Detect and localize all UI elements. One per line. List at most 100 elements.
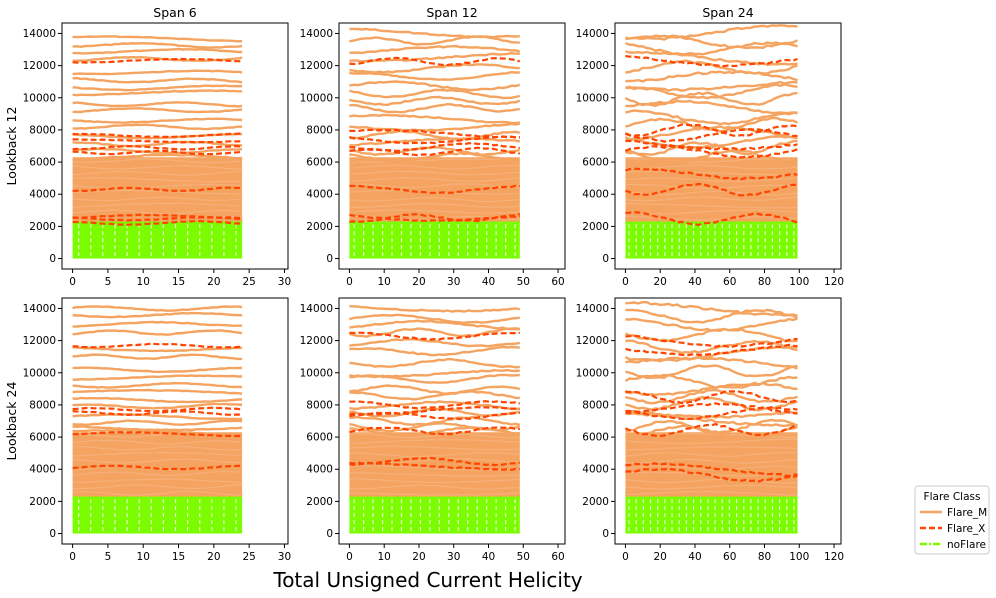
column-title-span-24: Span 24 bbox=[702, 5, 753, 20]
flare-m-series-line bbox=[72, 55, 243, 62]
flare-m-series-line bbox=[349, 137, 521, 147]
flare-m-band-line bbox=[72, 202, 243, 208]
column-title-span-6: Span 6 bbox=[153, 5, 196, 20]
x-tick-label: 30 bbox=[278, 551, 291, 563]
flare-m-series-line bbox=[349, 122, 520, 132]
flare-m-band-line bbox=[625, 451, 798, 457]
flare-m-band-line bbox=[625, 465, 798, 471]
x-tick-label: 100 bbox=[789, 551, 809, 563]
flare-m-band-line bbox=[72, 484, 243, 490]
flare-m-series-line bbox=[72, 123, 243, 131]
x-tick-label: 10 bbox=[137, 551, 150, 563]
flare-m-series-line bbox=[349, 88, 521, 100]
legend: Flare Class Flare_M Flare_X noFlare bbox=[914, 485, 990, 555]
y-tick-label: 0 bbox=[326, 528, 333, 540]
panel-2: 0 2000 4000 6000 8000 10000 12000 14000 0 20 40 60 8… bbox=[576, 22, 844, 288]
flare-m-band-line bbox=[625, 458, 798, 464]
plot-area bbox=[624, 300, 799, 534]
flare-x-series-line bbox=[349, 184, 520, 194]
x-tick-label: 10 bbox=[378, 551, 391, 563]
flare-m-band-line bbox=[349, 202, 520, 208]
flare-m-band-line bbox=[72, 177, 243, 183]
noflare-band bbox=[625, 218, 798, 259]
flare-m-series-line bbox=[625, 149, 798, 165]
flare-m-series-line bbox=[625, 125, 798, 141]
y-tick-label: 12000 bbox=[23, 60, 56, 72]
flare-m-band-line bbox=[625, 478, 798, 484]
flare-m-band-line bbox=[72, 170, 243, 176]
flare-m-series-line bbox=[625, 300, 798, 317]
x-tick-label: 80 bbox=[758, 276, 771, 288]
x-tick-label: 40 bbox=[688, 551, 701, 563]
y-tick-label: 12000 bbox=[300, 335, 333, 347]
flare-m-series-line bbox=[349, 113, 520, 125]
flare-m-series-line bbox=[72, 388, 243, 395]
y-tick-label: 14000 bbox=[300, 303, 333, 315]
flare-m-series-line bbox=[349, 415, 521, 427]
flare-x-series-line bbox=[625, 390, 798, 405]
flare-m-band-line bbox=[625, 183, 798, 190]
x-tick-label: 15 bbox=[172, 551, 185, 563]
x-tick-label: 60 bbox=[723, 551, 736, 563]
flare-m-series-line bbox=[349, 70, 520, 81]
flare-m-series-line bbox=[624, 373, 798, 389]
flare-x-series-line bbox=[72, 464, 243, 471]
flare-x-series-line bbox=[349, 411, 520, 421]
x-tick-label: 40 bbox=[482, 276, 495, 288]
panel-frame bbox=[338, 22, 566, 270]
y-tick-label: 2000 bbox=[582, 496, 609, 508]
flare-m-band-line bbox=[625, 446, 798, 451]
flare-m-band-line bbox=[625, 164, 798, 170]
flare-m-band-line bbox=[349, 183, 520, 189]
x-tick-label: 10 bbox=[378, 276, 391, 288]
flare-m-series-line bbox=[72, 76, 243, 84]
y-tick-label: 2000 bbox=[29, 221, 56, 233]
y-tick-label: 12000 bbox=[300, 60, 333, 72]
flare-x-series-line bbox=[72, 149, 243, 156]
noflare-band bbox=[72, 493, 243, 534]
flare-x-series-line bbox=[349, 331, 520, 341]
flare-m-series-line bbox=[72, 35, 243, 43]
flare-m-series-line bbox=[624, 381, 798, 396]
flare-m-series-line bbox=[624, 91, 798, 107]
flare-m-series-line bbox=[625, 59, 798, 75]
x-tick-label: 5 bbox=[105, 551, 112, 563]
noflare-band bbox=[349, 218, 520, 259]
panel-5: 0 2000 4000 6000 8000 10000 12000 14000 0 20 40 60 8… bbox=[576, 297, 844, 563]
flare-m-series-line bbox=[625, 308, 799, 324]
flare-m-series-line bbox=[349, 319, 520, 331]
flare-x-series-line bbox=[349, 461, 520, 471]
y-tick-label: 14000 bbox=[300, 28, 333, 40]
flare-m-series-line bbox=[72, 42, 243, 49]
flare-m-band-line bbox=[349, 177, 520, 182]
flare-m-series-line bbox=[349, 345, 520, 357]
noflare-band bbox=[349, 493, 520, 534]
flare-m-series-line bbox=[625, 116, 799, 133]
flare-m-series-line bbox=[72, 353, 243, 361]
flare-m-series-line bbox=[349, 384, 521, 395]
legend-label-flare-x: Flare_X bbox=[947, 523, 985, 535]
row-label-lookback-24: Lookback 24 bbox=[4, 382, 19, 461]
flare-x-series-line bbox=[72, 186, 243, 192]
flare-m-series-line bbox=[72, 117, 243, 124]
noflare-series-line bbox=[349, 495, 520, 500]
legend-label-noflare: noFlare bbox=[947, 539, 986, 551]
flare-m-band-line bbox=[349, 445, 520, 451]
x-tick-label: 0 bbox=[622, 551, 629, 563]
y-tick-label: 4000 bbox=[306, 189, 333, 201]
flare-m-band-line bbox=[72, 458, 243, 464]
flare-m-series-line bbox=[625, 356, 798, 370]
flare-m-band-line bbox=[72, 158, 243, 164]
flare-m-band-line bbox=[625, 484, 798, 490]
y-tick-label: 10000 bbox=[576, 367, 609, 379]
y-tick-label: 12000 bbox=[576, 335, 609, 347]
x-tick-label: 30 bbox=[447, 276, 460, 288]
flare-x-series-line bbox=[72, 406, 243, 413]
flare-x-series-line bbox=[625, 402, 798, 415]
x-tick-label: 20 bbox=[207, 551, 220, 563]
x-tick-label: 50 bbox=[517, 551, 530, 563]
flare-x-series-line bbox=[72, 342, 243, 349]
y-tick-label: 10000 bbox=[23, 92, 56, 104]
flare-x-series-line bbox=[72, 138, 243, 144]
flare-m-band-line bbox=[72, 478, 243, 484]
